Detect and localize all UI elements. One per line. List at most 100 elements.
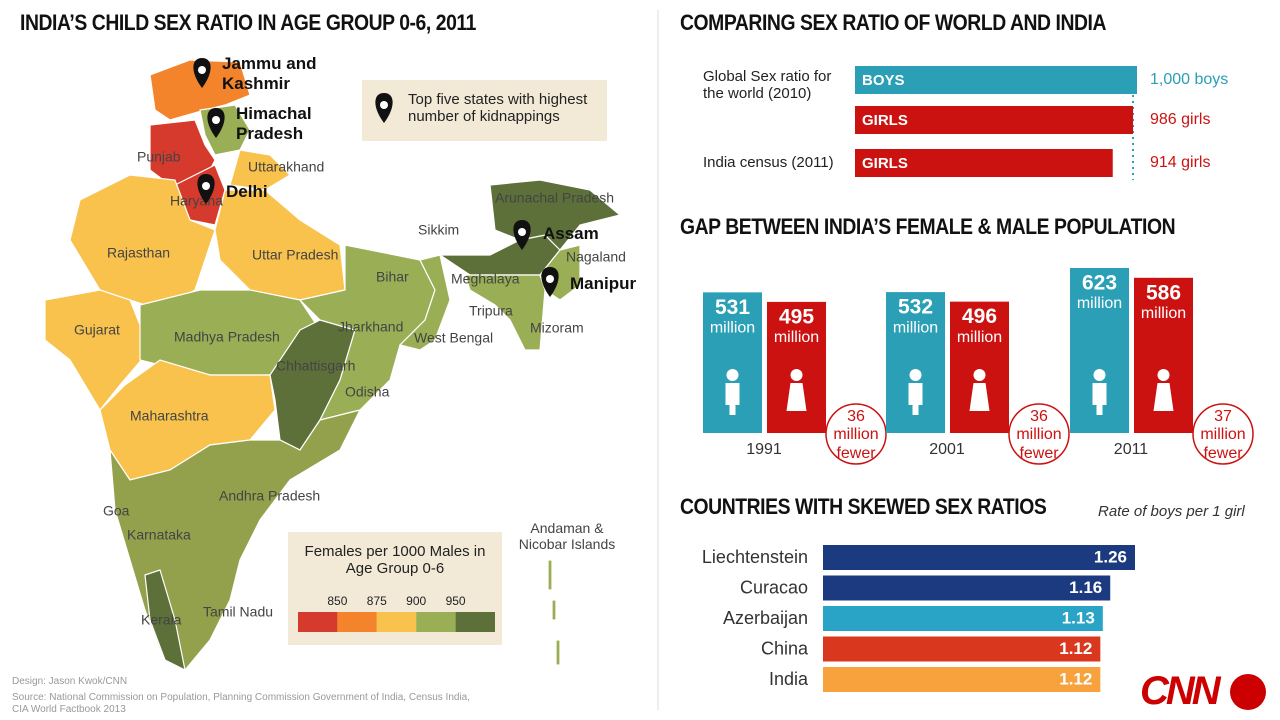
value-label: 1.16: [1069, 578, 1102, 597]
person-icon: [909, 369, 922, 381]
state-label: Gujarat: [74, 322, 120, 338]
pin-hole: [198, 66, 206, 74]
legend-tick-label: 875: [367, 594, 387, 608]
gap-circle: [1008, 403, 1070, 465]
bar: [855, 149, 1113, 177]
x-tick-label: 1991: [746, 441, 782, 458]
legend-tick-label: 900: [406, 594, 426, 608]
bar: [823, 606, 1103, 631]
category-label: India: [769, 669, 809, 689]
state-label: Arunachal Pradesh: [495, 190, 614, 206]
unit-label: million: [893, 319, 938, 336]
value-label: 1.26: [1094, 547, 1127, 566]
gap-number: 37: [1214, 408, 1232, 425]
state-label: Tripura: [469, 303, 513, 319]
bar: [823, 636, 1101, 662]
state-label: Rajasthan: [107, 245, 170, 261]
category-label: Liechtenstein: [702, 547, 808, 567]
group-label: India census (2011): [703, 154, 834, 171]
legend-title: Females per 1000 Males in Age Group 0-6: [304, 543, 486, 578]
chart-title: COUNTRIES WITH SKEWED SEX RATIOS: [680, 494, 1047, 519]
unit-label: million: [774, 329, 819, 346]
gap-label: 37 million fewer: [1193, 408, 1253, 463]
pin-label: Himachal Pradesh: [236, 104, 312, 143]
bar: [767, 301, 826, 433]
india-map: [44, 59, 622, 672]
group-label: Global Sex ratio for the world (2010): [703, 68, 832, 103]
x-tick-label: 2011: [1114, 441, 1149, 458]
state-label: Goa: [103, 503, 130, 519]
gap-number: 36: [1030, 408, 1048, 425]
value-label: 986 girls: [1150, 111, 1210, 128]
cnn-logo: CNN: [1140, 669, 1221, 713]
state-label: Chhattisgarh: [276, 358, 355, 374]
state-label: Odisha: [345, 384, 390, 400]
pin-label: Jammu and Kashmir: [222, 54, 317, 93]
pin-hole: [518, 228, 526, 236]
bar-label: GIRLS: [862, 155, 908, 172]
gap-unit: million: [1016, 426, 1062, 444]
chart-subtitle: Rate of boys per 1 girl: [1098, 503, 1245, 520]
credit-source: Source: National Commission on Populatio…: [12, 692, 471, 715]
bar-label: BOYS: [862, 72, 905, 89]
chart-title: COMPARING SEX RATIO OF WORLD AND INDIA: [680, 10, 1107, 35]
state-label: Nagaland: [566, 249, 626, 265]
person-icon: [1157, 369, 1170, 381]
person-icon: [726, 369, 739, 381]
pin-hole: [546, 275, 554, 283]
logo-globe: [1230, 674, 1266, 710]
state-label: Punjab: [137, 149, 181, 165]
state-label: Karnataka: [127, 527, 191, 543]
legend-tick-label: 850: [327, 594, 347, 608]
value-label: 1.12: [1059, 669, 1092, 688]
state-label: Andaman & Nicobar Islands: [518, 520, 616, 553]
category-label: Curacao: [740, 577, 808, 597]
value-label: 531: [715, 296, 750, 319]
x-tick-label: 2001: [929, 441, 965, 458]
person-icon: [908, 383, 923, 415]
pin-hole: [380, 101, 388, 109]
chart-title: GAP BETWEEN INDIA’S FEMALE & MALE POPULA…: [680, 214, 1176, 239]
state-label: Uttar Pradesh: [252, 247, 338, 263]
gap-unit: million: [1200, 426, 1246, 444]
person-icon: [786, 383, 807, 411]
state-label: Kerala: [141, 612, 182, 628]
person-icon: [725, 383, 740, 415]
category-label: Azerbaijan: [723, 608, 808, 628]
bar: [950, 301, 1009, 433]
bar: [823, 545, 1135, 570]
value-label: 1.12: [1059, 639, 1092, 658]
legend-tick-label: 950: [446, 594, 466, 608]
state-label: Andhra Pradesh: [219, 488, 320, 504]
gap-word: fewer: [836, 444, 876, 462]
gap-number: 36: [847, 408, 865, 425]
person-icon: [969, 383, 990, 411]
state-label: Madhya Pradesh: [174, 329, 280, 345]
person-icon: [1093, 369, 1106, 381]
pin-label: Delhi: [226, 182, 268, 201]
gap-label: 36 million fewer: [1009, 408, 1069, 463]
state-label: West Bengal: [414, 330, 493, 346]
legend-swatch: [337, 612, 377, 632]
legend-swatch: [298, 612, 338, 632]
state-label: Sikkim: [418, 222, 459, 238]
state-label: Maharashtra: [130, 408, 209, 424]
legend-swatch: [376, 612, 417, 632]
unit-label: million: [1141, 305, 1186, 322]
state-label: Bihar: [376, 269, 409, 285]
unit-label: million: [710, 320, 755, 337]
person-icon: [1153, 383, 1174, 411]
state-labels: Punjab Uttarakhand Haryana Rajasthan Utt…: [74, 149, 626, 628]
state-label: Uttarakhand: [248, 159, 324, 175]
pin-hole: [202, 182, 210, 190]
bar: [855, 66, 1137, 94]
unit-label: million: [957, 329, 1002, 346]
state-label: Jharkhand: [338, 319, 403, 335]
bar: [823, 575, 1111, 601]
value-label: 496: [962, 305, 997, 328]
pin-label: Assam: [543, 224, 599, 243]
map-title: INDIA’S CHILD SEX RATIO IN AGE GROUP 0-6…: [20, 10, 476, 35]
gap-label: 36 million fewer: [826, 408, 886, 463]
person-icon: [790, 369, 803, 381]
